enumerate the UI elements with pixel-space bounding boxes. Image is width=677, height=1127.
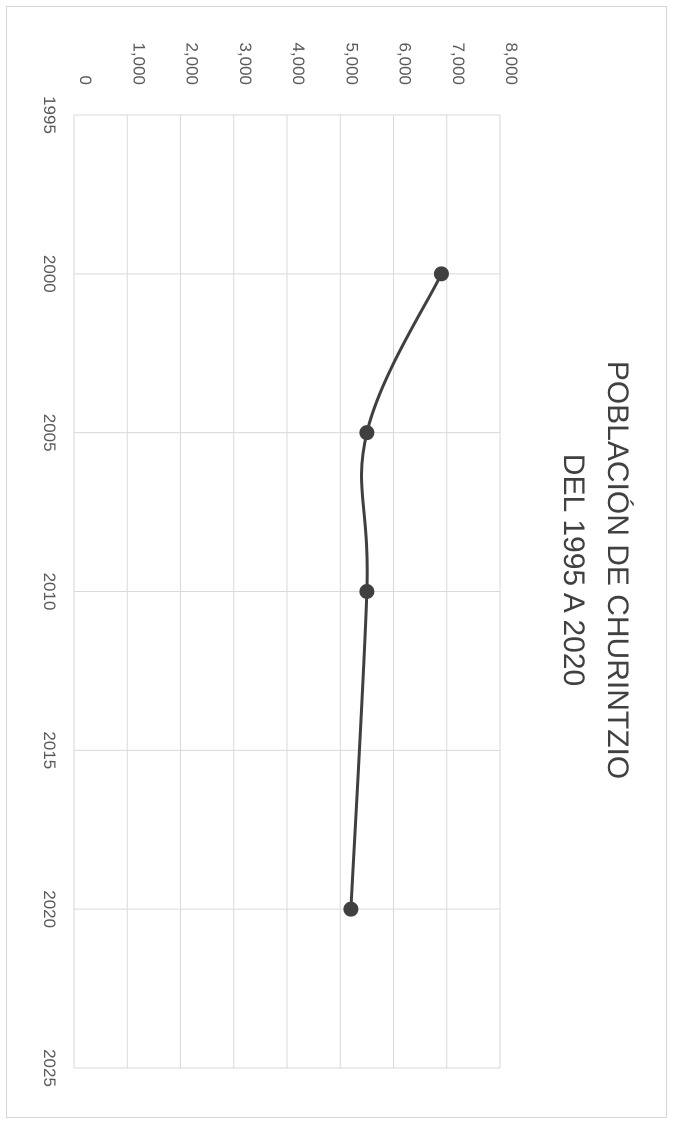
year-tick-label: 2005 bbox=[40, 414, 59, 452]
year-tick-label: 1995 bbox=[40, 96, 59, 134]
value-tick-label: 5,000 bbox=[342, 42, 361, 85]
value-tick-label: 0 bbox=[76, 76, 95, 85]
year-tick-label: 2025 bbox=[40, 1049, 59, 1087]
year-tick-label: 2015 bbox=[40, 731, 59, 769]
value-tick-label: 1,000 bbox=[129, 42, 148, 85]
data-point bbox=[433, 266, 449, 282]
year-tick-label: 2000 bbox=[40, 255, 59, 293]
year-tick-label: 2020 bbox=[40, 890, 59, 928]
data-point bbox=[343, 901, 359, 917]
year-tick-label: 2010 bbox=[40, 573, 59, 611]
value-tick-label: 4,000 bbox=[289, 42, 308, 85]
chart-title-line-1: POBLACIÓN DE CHURINTZIO bbox=[601, 361, 634, 779]
tick-labels: 0 1,000 2,000 3,000 4,000 5,000 6,000 7,000 8,00… bbox=[40, 42, 521, 1086]
value-tick-label: 8,000 bbox=[502, 42, 521, 85]
points-layer bbox=[343, 266, 449, 917]
data-point bbox=[359, 584, 375, 599]
grid bbox=[73, 114, 501, 1069]
series-line bbox=[349, 272, 443, 911]
value-tick-label: 6,000 bbox=[396, 42, 415, 85]
data-point bbox=[359, 425, 375, 441]
chart-frame bbox=[6, 6, 667, 1118]
value-tick-label: 3,000 bbox=[236, 42, 255, 85]
series-layer bbox=[349, 272, 443, 911]
chart-title-line-2: DEL 1995 A 2020 bbox=[557, 454, 590, 686]
value-tick-label: 2,000 bbox=[183, 42, 202, 85]
value-tick-label: 7,000 bbox=[449, 42, 468, 85]
chart-title: POBLACIÓN DE CHURINTZIO DEL 1995 A 2020 bbox=[557, 361, 634, 779]
